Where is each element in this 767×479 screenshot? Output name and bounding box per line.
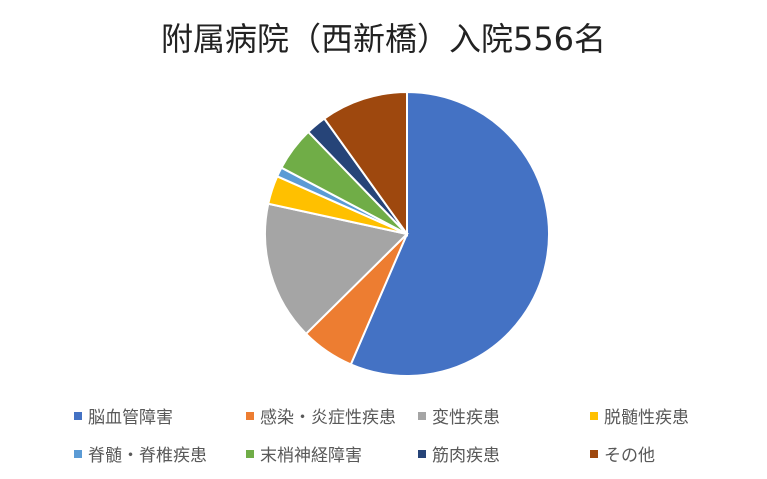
legend-swatch — [418, 449, 426, 458]
legend-item: その他 — [590, 441, 655, 466]
legend-swatch — [246, 411, 254, 420]
legend-item: 脱髄性疾患 — [590, 403, 689, 428]
legend-label: 末梢神経障害 — [260, 446, 362, 466]
legend-label: 感染・炎症性疾患 — [260, 408, 396, 428]
legend-swatch — [418, 411, 426, 420]
legend-swatch — [74, 411, 82, 420]
legend-item: 筋肉疾患 — [418, 441, 500, 466]
legend-label: 変性疾患 — [432, 408, 500, 428]
pie-slice-7 — [322, 90, 408, 238]
legend-swatch — [246, 449, 254, 458]
legend-item: 末梢神経障害 — [246, 441, 362, 466]
pie-slice-2 — [264, 202, 410, 336]
legend-label: 筋肉疾患 — [432, 446, 500, 466]
legend-swatch — [590, 449, 598, 458]
chart-title: 附属病院（西新橋）入院556名 — [160, 20, 607, 58]
legend-label: 脱髄性疾患 — [604, 408, 689, 428]
legend-item: 感染・炎症性疾患 — [246, 403, 396, 428]
legend-label: 脊髄・脊椎疾患 — [88, 446, 207, 466]
legend-item: 脳血管障害 — [74, 403, 173, 428]
pie-slice-0 — [349, 90, 550, 377]
legend-label: 脳血管障害 — [88, 408, 173, 428]
legend-item: 脊髄・脊椎疾患 — [74, 441, 207, 466]
legend-label: その他 — [604, 446, 655, 466]
legend-item: 変性疾患 — [418, 403, 500, 428]
legend-swatch — [590, 411, 598, 420]
legend-swatch — [74, 449, 82, 458]
